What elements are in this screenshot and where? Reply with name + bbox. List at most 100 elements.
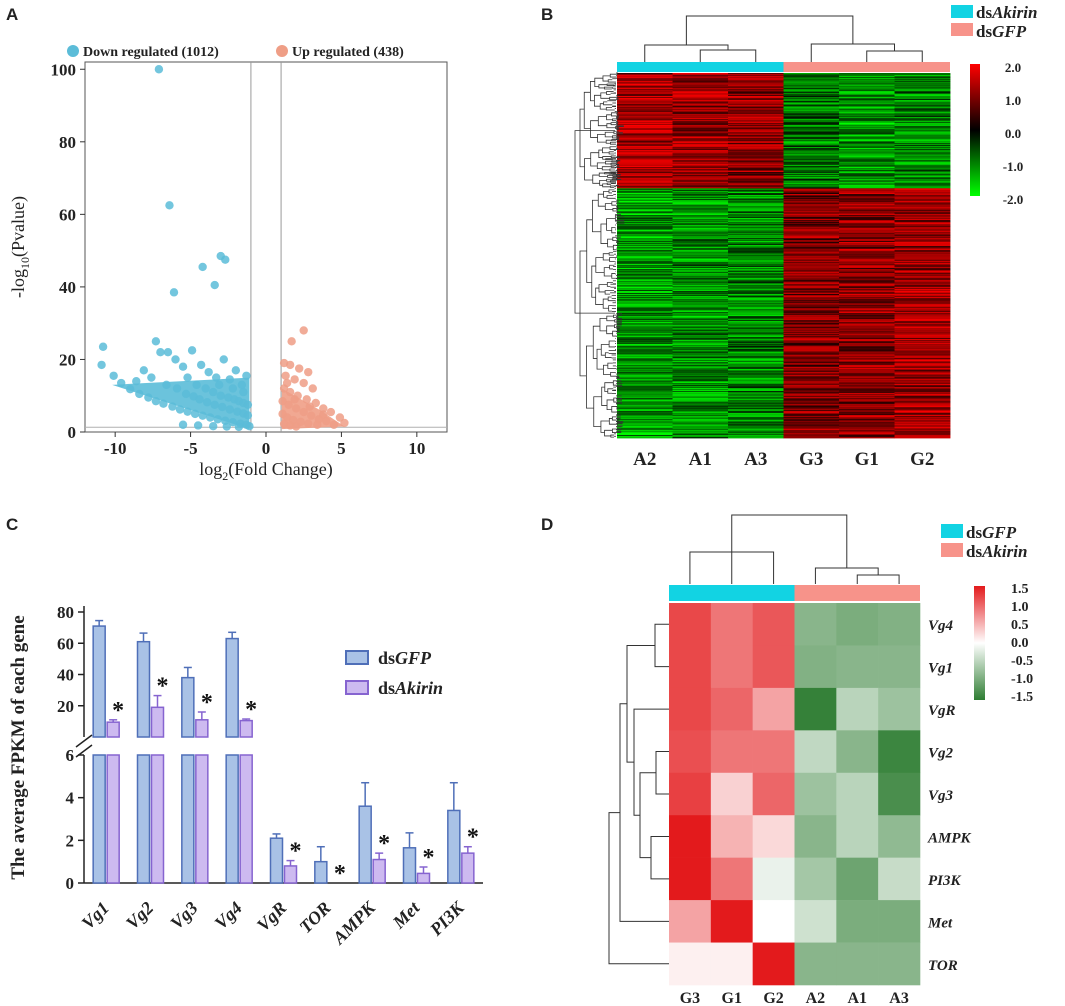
heatmap-b-cell bbox=[839, 173, 895, 176]
heatmap-b-cell bbox=[672, 146, 729, 149]
heatmap-b-cell bbox=[839, 273, 895, 276]
heatmap-b-cell bbox=[783, 227, 840, 230]
heatmap-b-cell bbox=[672, 94, 729, 96]
heatmap-b-cell bbox=[839, 378, 895, 380]
heatmap-d-row-label: Vg3 bbox=[928, 788, 954, 804]
heatmap-b-cell bbox=[617, 391, 673, 394]
heatmap-b-cell bbox=[783, 344, 840, 347]
heatmap-b-cell bbox=[783, 218, 840, 220]
heatmap-b-row-dendrogram-branch bbox=[607, 175, 614, 178]
heatmap-b-cell bbox=[728, 142, 784, 144]
heatmap-b-cell bbox=[894, 365, 951, 368]
heatmap-b-cell bbox=[672, 259, 729, 261]
heatmap-b-cell bbox=[672, 326, 729, 328]
heatmap-b-cell bbox=[617, 94, 673, 96]
heatmap-b-cell bbox=[783, 256, 840, 258]
heatmap-b-cell bbox=[672, 96, 729, 98]
heatmap-b-cell bbox=[783, 350, 840, 352]
heatmap-b-cell bbox=[617, 207, 673, 209]
heatmap-b-cell bbox=[839, 335, 895, 337]
heatmap-b-cell bbox=[783, 289, 840, 291]
heatmap-b-cell bbox=[783, 166, 840, 168]
heatmap-b-cell bbox=[672, 189, 729, 191]
heatmap-b-cell bbox=[783, 390, 840, 393]
heatmap-b-cell bbox=[839, 398, 895, 400]
heatmap-d-cell bbox=[710, 603, 753, 646]
heatmap-b-cell bbox=[728, 303, 784, 305]
heatmap-b-cell bbox=[839, 194, 895, 196]
bar-dsgfp bbox=[136, 754, 151, 884]
heatmap-b-cell bbox=[672, 402, 729, 404]
heatmap-b-cell bbox=[783, 300, 840, 303]
heatmap-b-cell bbox=[894, 397, 951, 400]
heatmap-b-cell bbox=[617, 382, 673, 384]
heatmap-b-cell bbox=[617, 74, 673, 77]
heatmap-b-cell bbox=[672, 245, 729, 248]
heatmap-b-cell bbox=[783, 238, 840, 240]
heatmap-b-cell bbox=[783, 282, 840, 284]
heatmap-b-cell bbox=[839, 133, 895, 135]
heatmap-b-cell bbox=[894, 393, 951, 396]
heatmap-b-cell bbox=[783, 150, 840, 153]
heatmap-b-cell bbox=[672, 109, 729, 111]
heatmap-b-cell bbox=[839, 146, 895, 149]
heatmap-b-cell bbox=[839, 312, 895, 314]
heatmap-b-cell bbox=[894, 284, 951, 286]
bar-category-label: PI3K bbox=[425, 896, 469, 940]
heatmap-b-cell bbox=[783, 427, 840, 429]
heatmap-b-cell bbox=[617, 371, 673, 374]
heatmap-b-cell bbox=[672, 234, 729, 236]
heatmap-b-cell bbox=[728, 315, 784, 317]
heatmap-b-cell bbox=[839, 316, 895, 318]
heatmap-b-cell bbox=[839, 216, 895, 218]
heatmap-b-cell bbox=[783, 214, 840, 216]
heatmap-b-cell bbox=[728, 111, 784, 113]
bar-dsakirin bbox=[461, 852, 475, 884]
heatmap-b-cell bbox=[672, 351, 729, 353]
heatmap-b-cell bbox=[617, 377, 673, 379]
volcano-ytick-label: 0 bbox=[68, 423, 77, 442]
heatmap-b-cell bbox=[617, 417, 673, 420]
heatmap-b-cell bbox=[617, 178, 673, 181]
heatmap-b-cell bbox=[839, 217, 895, 219]
heatmap-b-cell bbox=[783, 426, 840, 428]
heatmap-b-cell bbox=[728, 131, 784, 133]
heatmap-b-cell bbox=[783, 143, 840, 145]
heatmap-b-cell bbox=[894, 300, 951, 303]
heatmap-b-cell bbox=[839, 418, 895, 421]
heatmap-b-cell bbox=[672, 158, 729, 160]
heatmap-b-cell bbox=[728, 404, 784, 406]
heatmap-d-col-dendrogram bbox=[731, 514, 848, 568]
heatmap-b-cell bbox=[783, 421, 840, 424]
heatmap-b-cell bbox=[617, 323, 673, 326]
heatmap-b-cell bbox=[672, 261, 729, 263]
heatmap-b-cell bbox=[839, 221, 895, 224]
heatmap-b-cell bbox=[783, 327, 840, 329]
heatmap-b-cell bbox=[783, 371, 840, 374]
heatmap-b-cell bbox=[728, 296, 784, 299]
heatmap-b-cell bbox=[728, 423, 784, 425]
heatmap-b-row-dendrogram-branch bbox=[612, 330, 620, 337]
heatmap-b-cell bbox=[728, 432, 784, 434]
heatmap-b-cell bbox=[672, 352, 729, 354]
heatmap-b-cell bbox=[839, 314, 895, 316]
bar-significance-star: * bbox=[378, 831, 390, 857]
heatmap-d-cell bbox=[669, 942, 712, 986]
heatmap-b-cell bbox=[839, 291, 895, 293]
heatmap-b-cell bbox=[894, 316, 951, 318]
heatmap-b-cell bbox=[672, 104, 729, 107]
heatmap-b-cell bbox=[617, 248, 673, 251]
heatmap-b-cell bbox=[617, 114, 673, 116]
heatmap-b-cell bbox=[839, 118, 895, 120]
heatmap-b-cell bbox=[783, 167, 840, 169]
heatmap-b-cell bbox=[783, 258, 840, 260]
heatmap-b-cell bbox=[617, 397, 673, 400]
heatmap-b-cell bbox=[617, 433, 673, 435]
heatmap-b-cell bbox=[728, 107, 784, 109]
heatmap-b-cell bbox=[617, 385, 673, 387]
heatmap-b-cell bbox=[894, 222, 951, 225]
heatmap-b-cell bbox=[839, 81, 895, 84]
heatmap-d-col-dendrogram bbox=[856, 574, 900, 584]
heatmap-b-row-dendrogram-branch bbox=[610, 122, 619, 126]
heatmap-b-cell bbox=[783, 412, 840, 414]
